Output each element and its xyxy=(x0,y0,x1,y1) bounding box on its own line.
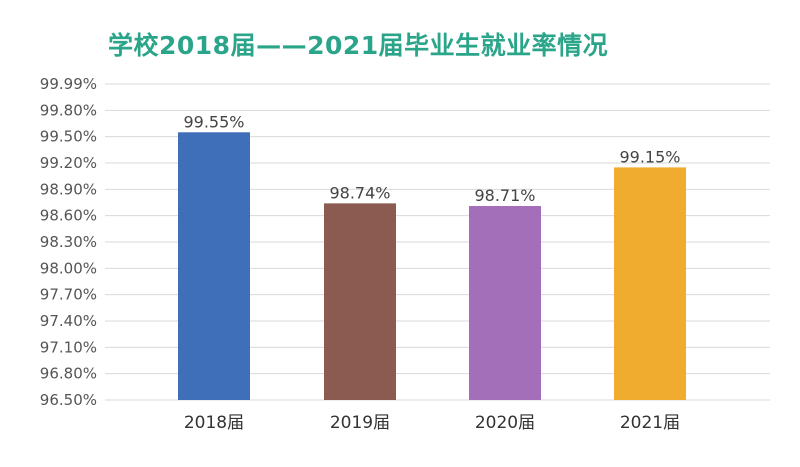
y-tick-label: 99.99% xyxy=(40,75,97,93)
y-tick-label: 98.30% xyxy=(40,233,97,251)
y-axis-tick-labels: 96.50% 96.80% 97.10% 97.40% 97.70% 98.00% 98.3… xyxy=(40,75,97,409)
y-tick-label: 98.90% xyxy=(40,180,97,198)
y-tick-label: 97.10% xyxy=(40,338,97,356)
data-label: 98.74% xyxy=(329,183,390,202)
x-axis-category-labels: 2018届 2019届 2020届 2021届 xyxy=(184,413,680,433)
x-category-label: 2018届 xyxy=(184,413,244,433)
y-tick-label: 99.50% xyxy=(40,128,97,146)
y-tick-label: 99.20% xyxy=(40,154,97,172)
data-label: 99.55% xyxy=(183,112,244,131)
y-tick-label: 99.80% xyxy=(40,101,97,119)
bar-2020届 xyxy=(469,206,541,400)
bar-2018届 xyxy=(178,132,250,400)
y-tick-label: 98.00% xyxy=(40,259,97,277)
y-tick-label: 96.80% xyxy=(40,365,97,383)
y-tick-label: 96.50% xyxy=(40,391,97,409)
x-category-label: 2020届 xyxy=(475,413,535,433)
x-category-label: 2021届 xyxy=(620,413,680,433)
data-label: 98.71% xyxy=(474,186,535,205)
x-category-label: 2019届 xyxy=(330,413,390,433)
bar-2019届 xyxy=(324,203,396,400)
data-label: 99.15% xyxy=(619,147,680,166)
chart-title: 学校2018届——2021届毕业生就业率情况 xyxy=(108,31,609,60)
y-tick-label: 97.70% xyxy=(40,286,97,304)
y-tick-label: 98.60% xyxy=(40,207,97,225)
bars xyxy=(178,132,686,400)
bar-2021届 xyxy=(614,167,686,400)
data-labels: 99.55% 98.74% 98.71% 99.15% xyxy=(183,112,680,205)
y-tick-label: 97.40% xyxy=(40,312,97,330)
